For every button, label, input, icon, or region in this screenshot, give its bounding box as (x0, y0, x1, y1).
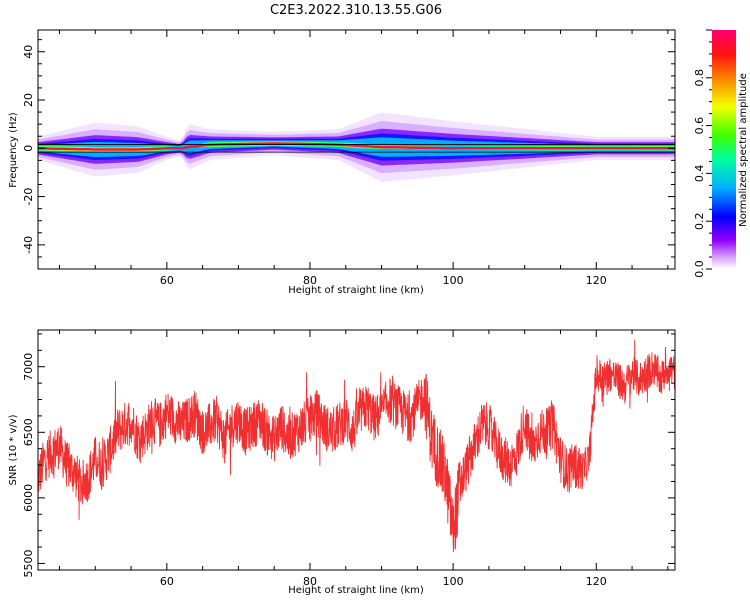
spectrogram-xtick-label: 100 (443, 274, 464, 287)
snr-xtick-label: 80 (303, 575, 317, 588)
colorbar-ticks: 0.0 0.2 0.4 0.6 0.8 (693, 29, 712, 278)
snr-xlabel: Height of straight line (km) (288, 585, 424, 596)
colorbar-tick-label: 0.2 (693, 212, 706, 230)
colorbar-tick-label: 0.4 (693, 165, 706, 183)
spectrogram-ytick-label: -40 (22, 236, 35, 254)
spectrogram-marks (38, 112, 675, 182)
spectrogram-ytick-label: 20 (22, 93, 35, 107)
snr-ytick-label: 6500 (22, 418, 35, 446)
spectrogram-frame (37, 29, 676, 270)
colorbar-tick-label: 0.0 (693, 260, 706, 278)
spectrogram-ytick-label: 40 (22, 45, 35, 59)
spectrogram-xlabel: Height of straight line (km) (288, 285, 424, 296)
snr-ylabel: SNR (10 * v/v) (8, 414, 19, 485)
snr-panel: 60 80 100 120 5500 6000 6500 7000 Height of str… (8, 329, 676, 596)
spectrogram-xtick-label: 120 (586, 274, 607, 287)
spectrogram-ridge (38, 142, 675, 151)
snr-series-line (38, 339, 675, 552)
colorbar: 0.0 0.2 0.4 0.6 0.8 Normalized spectral ampl… (693, 29, 749, 278)
snr-ytick-label: 5500 (22, 549, 35, 577)
spectrogram-xtick-label: 60 (160, 274, 174, 287)
spectrogram-ytick-label: 0 (22, 145, 35, 152)
chart-title: C2E3.2022.310.13.55.G06 (270, 3, 442, 18)
spectrogram-ytick-label: -20 (22, 188, 35, 206)
snr-ytick-label: 7000 (22, 353, 35, 381)
colorbar-tick-label: 0.6 (693, 117, 706, 135)
spectrogram-ylabel: Frequency (Hz) (8, 112, 19, 188)
snr-ytick-label: 6000 (22, 484, 35, 512)
snr-frame (37, 329, 676, 571)
colorbar-gradient (712, 30, 736, 269)
snr-ticks: 60 80 100 120 5500 6000 6500 7000 (22, 330, 675, 588)
snr-xtick-label: 100 (443, 575, 464, 588)
colorbar-tick-label: 0.8 (693, 69, 706, 87)
spectrogram-ticks: 60 80 100 120 -40 -20 0 20 40 (22, 30, 675, 287)
snr-xtick-label: 120 (586, 575, 607, 588)
snr-xtick-label: 60 (160, 575, 174, 588)
spectrogram-panel: 60 80 100 120 -40 -20 0 20 40 Height of straight… (8, 29, 676, 296)
colorbar-label: Normalized spectral amplitude (738, 73, 749, 227)
spectrogram-xtick-label: 80 (303, 274, 317, 287)
